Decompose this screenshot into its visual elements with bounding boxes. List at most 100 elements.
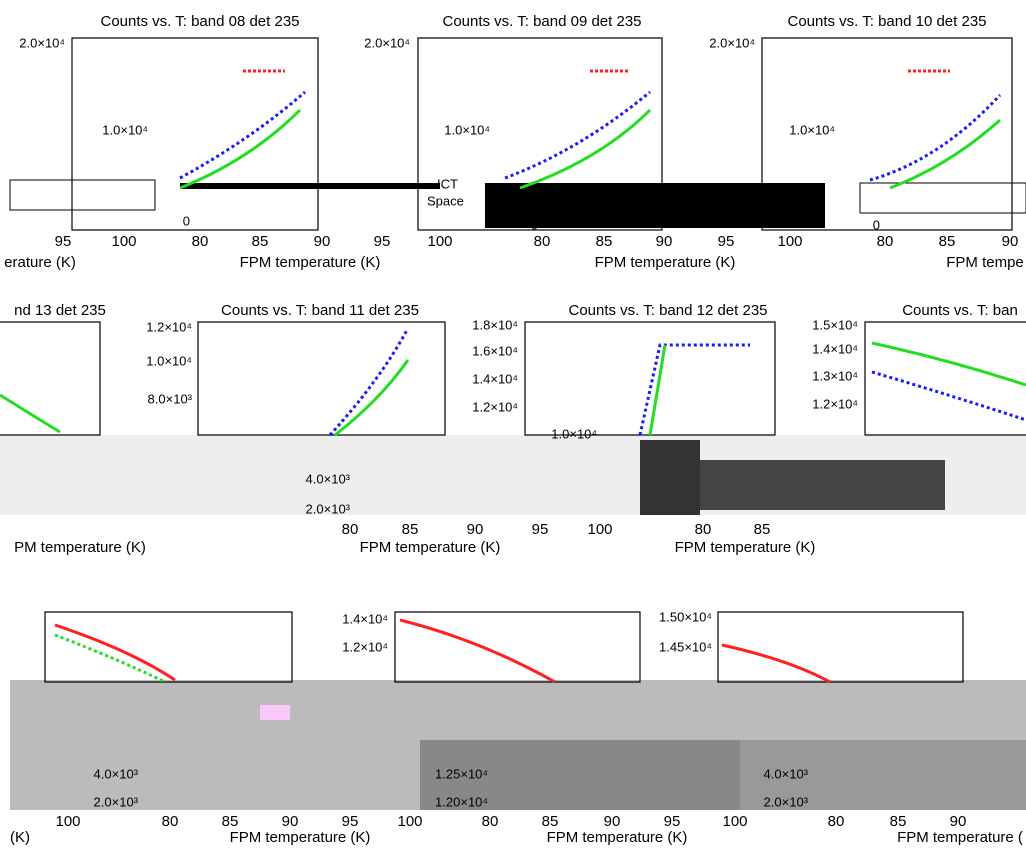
x-tick-label: 85: [222, 813, 239, 830]
y-tick-label: 1.4×10⁴: [342, 611, 388, 626]
y-tick-label: 1.2×10⁴: [812, 396, 858, 411]
glitch: [9, 179, 156, 211]
x-tick-label: 85: [754, 521, 771, 538]
plot-frame: [394, 611, 641, 683]
curve: [638, 343, 750, 436]
panel-title: Counts vs. T: ban: [902, 302, 1018, 319]
panel-title: Counts vs. T: band 09 det 235: [442, 13, 641, 30]
plot-frame: [864, 321, 1026, 436]
y-tick-label: 1.0×10⁴: [789, 122, 835, 137]
x-tick-label: 100: [55, 813, 80, 830]
curve: [889, 118, 1002, 190]
x-tick-label: 100: [587, 521, 612, 538]
glitch: [485, 183, 825, 228]
y-tick-label: 1.0×10⁴: [102, 122, 148, 137]
plot-frame: [71, 37, 319, 231]
x-tick-label: 90: [1002, 233, 1019, 250]
x-tick-label: 85: [252, 233, 269, 250]
x-tick-label: 100: [111, 233, 136, 250]
x-tick-label: 80: [482, 813, 499, 830]
x-tick-label: 80: [534, 233, 551, 250]
axis-title: FPM temperature (K): [547, 829, 688, 846]
curve: [179, 90, 306, 180]
panel-title: Counts vs. T: band 12 det 235: [568, 302, 767, 319]
plot-frame: [44, 611, 293, 683]
axis-title: FPM tempe: [946, 254, 1024, 271]
glitch-layer: [0, 179, 1026, 810]
x-tick-label: 85: [402, 521, 419, 538]
axis-title: FPM temperature (K): [240, 254, 381, 271]
glitch: [700, 460, 945, 510]
y-tick-label: 1.6×10⁴: [472, 343, 518, 358]
y-tick-label: 1.2×10⁴: [146, 319, 192, 334]
curve: [328, 329, 409, 437]
axis-title: erature (K): [4, 254, 76, 271]
y-tick-label: 1.0×10⁴: [146, 353, 192, 368]
x-tick-label: 95: [664, 813, 681, 830]
x-tick-label: 95: [55, 233, 72, 250]
plot-frame: [0, 321, 101, 436]
y-tick-label: 0: [531, 217, 538, 232]
glitch: [260, 705, 290, 720]
curve: [869, 93, 1002, 182]
glitch: [859, 182, 1026, 214]
y-tick-label: 1.25×10⁴: [435, 766, 488, 781]
glitch: [180, 183, 440, 189]
y-tick-label: 2.0×10³: [306, 501, 351, 516]
curve: [519, 108, 652, 190]
curve: [648, 344, 667, 436]
plot-frame: [717, 611, 964, 683]
legend-entry: Space: [427, 193, 464, 208]
plot-frame: [197, 321, 446, 436]
curve: [871, 370, 1026, 422]
x-tick-label: 100: [722, 813, 747, 830]
y-tick-label: 1.3×10⁴: [812, 368, 858, 383]
y-tick-label: 0: [183, 213, 190, 228]
curve: [0, 393, 61, 434]
x-tick-label: 90: [656, 233, 673, 250]
x-tick-label: 90: [282, 813, 299, 830]
y-tick-label: 1.5×10⁴: [812, 317, 858, 332]
x-tick-label: 85: [596, 233, 613, 250]
y-tick-label: 4.0×10³: [306, 471, 351, 486]
y-tick-label: 1.2×10⁴: [342, 639, 388, 654]
x-tick-label: 95: [374, 233, 391, 250]
axis-title: FPM temperature (K): [595, 254, 736, 271]
plot-frame: [524, 321, 776, 436]
x-tick-label: 80: [877, 233, 894, 250]
curve: [334, 359, 410, 437]
y-tick-label: 2.0×10⁴: [364, 35, 410, 50]
x-tick-label: 85: [542, 813, 559, 830]
curve: [721, 643, 831, 684]
y-tick-label: 0: [873, 217, 880, 232]
y-tick-label: 2.0×10⁴: [709, 35, 755, 50]
y-tick-label: 1.0×10⁴: [551, 426, 597, 441]
y-tick-label: 2.0×10³: [94, 794, 139, 809]
curve: [54, 623, 176, 682]
x-tick-label: 90: [467, 521, 484, 538]
y-tick-label: 4.0×10³: [94, 766, 139, 781]
x-tick-label: 90: [314, 233, 331, 250]
y-tick-label: 8.0×10³: [148, 391, 193, 406]
plot-frame: [761, 37, 1013, 231]
curves: [0, 69, 1026, 684]
x-tick-label: 80: [162, 813, 179, 830]
axis-title: FPM temperature (K): [360, 539, 501, 556]
y-tick-label: 1.45×10⁴: [659, 639, 712, 654]
x-tick-label: 100: [427, 233, 452, 250]
glitch: [740, 740, 1026, 810]
y-tick-label: 2.0×10⁴: [19, 35, 65, 50]
x-tick-label: 95: [718, 233, 735, 250]
y-tick-label: 1.4×10⁴: [472, 371, 518, 386]
x-tick-label: 80: [695, 521, 712, 538]
curve: [54, 633, 166, 684]
panel-title: Counts vs. T: band 11 det 235: [221, 302, 419, 319]
x-tick-label: 95: [532, 521, 549, 538]
x-tick-label: 80: [192, 233, 209, 250]
axis-title: FPM temperature (K): [230, 829, 371, 846]
y-tick-label: 1.20×10⁴: [435, 794, 488, 809]
y-tick-label: 2.0×10³: [764, 794, 809, 809]
axis-title: (K): [10, 829, 30, 846]
x-tick-label: 95: [342, 813, 359, 830]
curve: [871, 341, 1026, 387]
